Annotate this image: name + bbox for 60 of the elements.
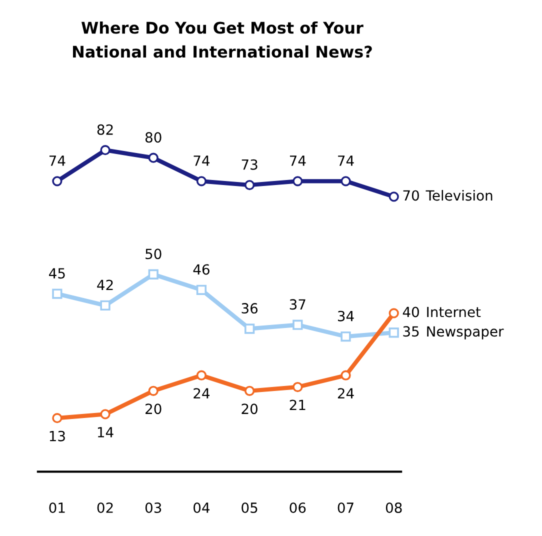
point xyxy=(100,300,110,311)
data-label: 40 xyxy=(402,306,419,318)
data-label: 50 xyxy=(146,248,162,260)
data-label: 20 xyxy=(242,404,258,414)
data-label: 74 xyxy=(194,156,210,166)
data-label: 24 xyxy=(194,388,210,398)
point xyxy=(196,284,207,295)
point xyxy=(148,269,158,280)
series-label: Television xyxy=(426,190,492,201)
x-tick-label: 02 xyxy=(97,502,113,513)
point xyxy=(196,176,207,186)
x-tick-label: 06 xyxy=(290,502,306,513)
data-label: 74 xyxy=(338,156,354,166)
point xyxy=(340,176,351,186)
data-label: 24 xyxy=(338,388,354,398)
x-tick-label: 08 xyxy=(386,502,402,513)
x-tick-label: 04 xyxy=(194,502,210,513)
point xyxy=(292,176,303,186)
x-tick-label: 05 xyxy=(242,502,258,513)
data-label: 20 xyxy=(146,404,162,414)
point xyxy=(244,386,255,396)
chart-title: Where Do You Get Most of Your National and International News? xyxy=(73,21,372,58)
point xyxy=(244,180,255,190)
point xyxy=(388,328,399,338)
data-label: 37 xyxy=(290,299,306,310)
data-label: 73 xyxy=(242,159,258,170)
point xyxy=(292,382,303,392)
data-label: 35 xyxy=(403,326,419,337)
point xyxy=(340,331,351,342)
data-label: 13 xyxy=(50,430,65,442)
data-label: 80 xyxy=(145,132,162,143)
data-label: 70 xyxy=(403,190,419,201)
point xyxy=(148,152,158,163)
point xyxy=(244,324,255,334)
point xyxy=(52,288,62,299)
point xyxy=(196,370,207,380)
point xyxy=(148,386,158,396)
data-label: 14 xyxy=(98,427,114,438)
text: Internet xyxy=(427,306,481,318)
data-label: 36 xyxy=(242,303,258,314)
point xyxy=(388,308,399,318)
point xyxy=(388,192,399,202)
data-label: 42 xyxy=(97,280,113,290)
data-label: 46 xyxy=(193,264,210,275)
data-label: 21 xyxy=(290,400,306,410)
point xyxy=(340,370,351,380)
point xyxy=(100,409,110,420)
x-tick-label: 01 xyxy=(49,502,65,513)
point xyxy=(292,320,303,330)
data-label: 74 xyxy=(290,156,306,166)
x-tick-label: 07 xyxy=(338,502,354,513)
data-label: 82 xyxy=(97,124,113,135)
point xyxy=(100,145,110,156)
point xyxy=(52,413,62,424)
data-label: 45 xyxy=(49,268,65,279)
point xyxy=(52,176,62,186)
text: Newspaper xyxy=(427,326,504,340)
x-tick-label: 03 xyxy=(145,502,162,513)
data-label: 74 xyxy=(49,156,66,166)
data-label: 34 xyxy=(338,310,354,322)
